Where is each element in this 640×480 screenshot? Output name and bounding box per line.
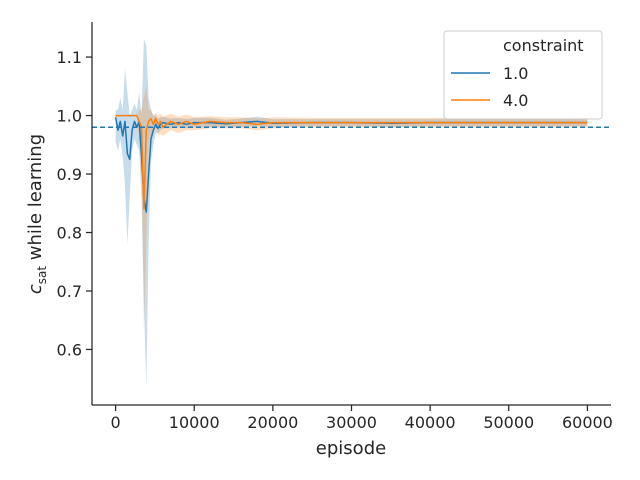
svg-text:csat while learning: csat while learning [25, 134, 49, 294]
y-tick-label: 1.0 [57, 107, 82, 126]
line-series-0 [114, 117, 588, 213]
x-tick-label: 50000 [483, 413, 534, 432]
x-tick-label: 20000 [247, 413, 298, 432]
y-tick-label: 0.9 [57, 165, 82, 184]
y-ticks: 0.6 0.7 0.8 0.9 1.0 1.1 [57, 48, 92, 359]
confidence-bands [115, 39, 588, 388]
legend-title: constraint [503, 36, 584, 55]
legend: constraint 1.04.0 [443, 30, 603, 120]
x-tick-label: 10000 [169, 413, 220, 432]
y-tick-label: 0.8 [57, 224, 82, 243]
x-tick-label: 30000 [326, 413, 377, 432]
y-tick-label: 0.6 [57, 340, 82, 359]
band-series-0 [115, 39, 588, 388]
x-tick-label: 0 [110, 413, 120, 432]
x-tick-label: 60000 [562, 413, 613, 432]
series-lines [114, 114, 588, 213]
y-axis-label: csat while learning [25, 134, 49, 294]
y-tick-label: 1.1 [57, 48, 82, 67]
y-tick-label: 0.7 [57, 282, 82, 301]
x-tick-label: 40000 [405, 413, 456, 432]
y-axis-label-suffix: while learning [25, 134, 46, 266]
line-series-1 [115, 114, 588, 210]
y-axis-label-main: c [25, 284, 46, 294]
legend-label-1: 4.0 [503, 91, 528, 110]
x-ticks: 0 10000 20000 30000 40000 50000 60000 [110, 405, 613, 432]
x-axis-label: episode [316, 438, 386, 459]
legend-frame [443, 30, 603, 120]
legend-entries: 1.04.0 [451, 64, 528, 110]
legend-label-0: 1.0 [503, 64, 528, 83]
y-axis-label-subscript: sat [35, 266, 49, 285]
